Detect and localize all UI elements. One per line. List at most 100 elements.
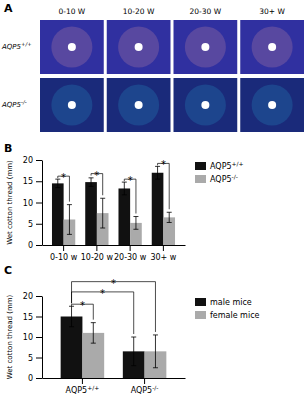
- tick-label: 15: [23, 177, 33, 186]
- tick-label: AQP5+/+: [66, 384, 100, 394]
- row-label: AQP5-/-: [1, 99, 27, 109]
- significance-label: *: [128, 175, 133, 186]
- tick-mark: [36, 358, 42, 359]
- tick: 20-30 w: [114, 245, 147, 262]
- tick-label: 10: [23, 333, 33, 342]
- image-spot: [135, 43, 143, 51]
- axis-line: [43, 378, 186, 379]
- tick: 5: [28, 220, 42, 229]
- tick: AQP5-/-: [131, 378, 159, 395]
- tick-mark: [36, 296, 42, 297]
- bar: [85, 182, 97, 245]
- tick: 15: [23, 177, 42, 186]
- tick-label: 30+ w: [150, 253, 176, 262]
- image-placeholder: [174, 20, 238, 74]
- tick-mark: [144, 378, 145, 384]
- error-bar: [67, 205, 72, 235]
- row-label: AQP5+/+: [1, 41, 32, 51]
- significance-label: *: [100, 288, 105, 299]
- bar: [118, 188, 130, 245]
- error-bar: [122, 182, 127, 195]
- tick: 20: [23, 156, 42, 165]
- x-axis: AQP5+/+ AQP5-/-: [43, 378, 186, 395]
- plot-area: [61, 306, 167, 378]
- image-placeholder: [107, 78, 171, 132]
- tick-label: 0: [28, 374, 33, 383]
- error-bar: [155, 166, 160, 179]
- error-bar: [55, 179, 60, 188]
- tick: 20: [23, 292, 42, 301]
- tick-mark: [82, 378, 83, 384]
- tick-mark: [36, 160, 42, 161]
- tick: 10: [23, 333, 42, 342]
- image-spot: [201, 101, 209, 109]
- bar-panel: C 0 5 10 15 20 AQP5+/+ AQP5-/- Wet cotton thread…: [4, 264, 260, 395]
- tick-mark: [36, 224, 42, 225]
- legend-swatch: [195, 175, 206, 183]
- annotations: * * * *: [58, 159, 169, 213]
- significance-label: *: [80, 300, 85, 311]
- panel-label: B: [4, 142, 12, 155]
- image-placeholder: [40, 20, 104, 74]
- image-glow: [252, 84, 293, 125]
- error-bar: [91, 323, 96, 344]
- image-spot: [68, 101, 76, 109]
- tick-mark: [36, 337, 42, 338]
- y-axis: 0 5 10 15 20: [23, 292, 43, 383]
- error-bar: [167, 212, 172, 222]
- tick-label: 5: [28, 354, 33, 363]
- image-glow: [51, 84, 92, 125]
- tick-label: 20: [23, 156, 33, 165]
- tick: 0: [28, 374, 42, 383]
- bar: [152, 173, 164, 245]
- error-bar: [131, 337, 136, 366]
- legend-swatch: [195, 298, 206, 306]
- axis-title: Wet cotton thread (mm): [6, 294, 14, 379]
- legend: male micefemale mice: [195, 298, 260, 320]
- tick-mark: [130, 245, 131, 251]
- tick: AQP5+/+: [66, 378, 100, 395]
- tick: 10: [23, 199, 42, 208]
- image-spot: [268, 101, 276, 109]
- significance-bracket: [72, 282, 156, 332]
- image-glow: [51, 26, 92, 67]
- column-label: 0-10 W: [58, 7, 85, 16]
- tick: 5: [28, 354, 42, 363]
- significance-label: *: [61, 172, 66, 183]
- tick-label: 0: [28, 241, 33, 250]
- panel-label: C: [4, 264, 12, 277]
- image-placeholder: [174, 78, 238, 132]
- tick-mark: [36, 203, 42, 204]
- axis-line: [42, 297, 43, 379]
- error-bar: [89, 178, 94, 187]
- error-bar: [69, 306, 74, 327]
- legend: AQP5+/+AQP5-/-: [195, 159, 244, 183]
- image-spot: [268, 43, 276, 51]
- error-bar: [133, 217, 138, 230]
- legend-swatch: [195, 311, 206, 319]
- tick: 15: [23, 313, 42, 322]
- image-placeholder: [240, 78, 304, 132]
- tick-mark: [36, 378, 42, 379]
- tick-label: 10: [23, 199, 33, 208]
- tick-mark: [63, 245, 64, 251]
- bar-panel: B051015200-10 w10-20 w20-30 w30+ wWet co…: [4, 142, 244, 262]
- tick: 0-10 w: [50, 245, 78, 262]
- column-label: 30+ W: [259, 7, 285, 16]
- axis-line: [42, 161, 43, 246]
- x-axis: 0-10 w10-20 w20-30 w30+ w: [43, 245, 186, 262]
- image-glow: [185, 26, 226, 67]
- annotations: * * *: [72, 278, 156, 334]
- legend-swatch: [195, 162, 206, 170]
- significance-label: *: [94, 170, 99, 181]
- significance-label: *: [111, 278, 116, 289]
- tick: 10-20 w: [81, 245, 114, 262]
- image-placeholder: [107, 20, 171, 74]
- bar: [52, 183, 64, 245]
- image-placeholder: [40, 78, 104, 132]
- tick-label: 10-20 w: [81, 253, 114, 262]
- error-bar: [153, 335, 158, 368]
- tick-label: 20: [23, 292, 33, 301]
- significance-label: *: [161, 159, 166, 170]
- tick-label: 5: [28, 220, 33, 229]
